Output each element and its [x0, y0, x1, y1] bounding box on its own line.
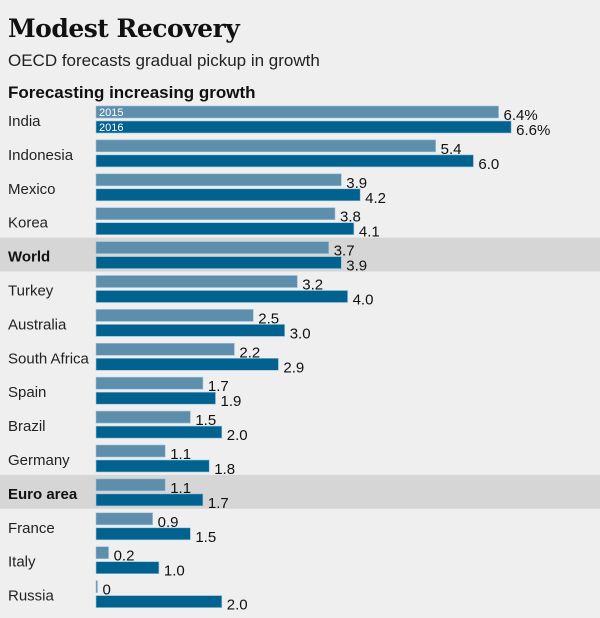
- bar-2016: [95, 459, 210, 473]
- chart-subtitle: OECD forecasts gradual pickup in growth: [8, 51, 320, 70]
- category-label: Euro area: [8, 486, 78, 503]
- bar-2016: [95, 222, 355, 235]
- bar-2016: [95, 120, 512, 134]
- bar-2016: [95, 290, 348, 303]
- bar-2015: [95, 342, 235, 356]
- value-label-2015: 1.1: [170, 480, 191, 497]
- bar-2015: [95, 444, 166, 458]
- bar-2016: [95, 324, 285, 337]
- bar-2016: [95, 154, 474, 168]
- bar-2015: [95, 207, 336, 220]
- bar-2016: [95, 595, 223, 608]
- bar-2015: [95, 478, 166, 492]
- bar-2015: [95, 241, 330, 254]
- value-label-2016: 4.2: [365, 190, 386, 207]
- value-label-2015: 3.9: [346, 175, 367, 192]
- value-label-2016: 3.9: [346, 258, 367, 275]
- value-label-2015: 2.2: [239, 344, 260, 361]
- section-heading: Forecasting increasing growth: [8, 83, 256, 102]
- value-label-2015: 3.8: [340, 209, 361, 226]
- bar-2016: [95, 391, 216, 405]
- value-label-2015: 0.2: [114, 548, 135, 565]
- value-label-2016: 1.9: [221, 393, 242, 410]
- bar-2015: [95, 275, 298, 288]
- bar-2016: [95, 357, 279, 371]
- category-label: World: [8, 249, 50, 266]
- chart-title: Modest Recovery: [8, 14, 240, 43]
- value-label-2016: 1.0: [164, 563, 185, 580]
- value-label-2015: 6.4%: [504, 107, 538, 124]
- bar-2015: [95, 139, 436, 153]
- value-label-2015: 1.7: [208, 378, 229, 395]
- category-label: Spain: [8, 384, 46, 401]
- category-label: Brazil: [8, 418, 46, 435]
- value-label-2015: 2.5: [258, 310, 279, 327]
- value-label-2016: 2.9: [283, 359, 304, 376]
- category-label: France: [8, 520, 55, 537]
- bar-2015: [95, 546, 109, 560]
- value-label-2015: 0: [103, 582, 111, 599]
- value-label-2016: 6.0: [478, 156, 499, 173]
- bar-2016: [95, 561, 160, 575]
- value-label-2016: 3.0: [290, 325, 311, 342]
- bar-2015: [95, 376, 204, 390]
- category-label: Australia: [8, 316, 67, 333]
- value-label-2015: 3.7: [334, 243, 355, 260]
- category-label: India: [8, 113, 41, 130]
- bar-2015: [95, 512, 153, 526]
- value-label-2015: 5.4: [441, 141, 462, 158]
- bar-2016: [95, 493, 204, 507]
- value-label-2015: 3.2: [302, 277, 323, 294]
- bar-2015: [95, 309, 254, 322]
- value-label-2016: 1.7: [208, 495, 229, 512]
- category-label: Germany: [8, 452, 70, 469]
- value-label-2016: 2.0: [227, 597, 248, 614]
- value-label-2016: 4.0: [353, 292, 374, 309]
- category-label: Russia: [8, 588, 55, 605]
- value-label-2016: 1.5: [195, 529, 216, 546]
- value-label-2016: 2.0: [227, 427, 248, 444]
- value-label-2016: 4.1: [359, 224, 380, 241]
- highlight-band: [0, 474, 600, 509]
- value-label-2015: 0.9: [158, 514, 179, 531]
- bar-2015: [95, 105, 499, 119]
- bar-2016: [95, 256, 342, 269]
- legend-label-2015: 2015: [99, 107, 123, 119]
- bar-2016: [95, 425, 223, 439]
- bar-2015: [95, 173, 342, 187]
- bar-2015: [95, 580, 98, 593]
- value-label-2015: 1.1: [170, 446, 191, 463]
- category-label: Indonesia: [8, 147, 74, 164]
- category-label: Italy: [8, 554, 36, 571]
- value-label-2015: 1.5: [195, 412, 216, 429]
- bar-2016: [95, 527, 191, 541]
- value-label-2016: 1.8: [214, 461, 235, 478]
- legend-label-2016: 2016: [99, 122, 123, 134]
- category-label: Korea: [8, 215, 49, 232]
- category-label: Mexico: [8, 181, 56, 198]
- category-label: South Africa: [8, 350, 90, 367]
- bar-2015: [95, 410, 191, 424]
- category-label: Turkey: [8, 283, 54, 300]
- bar-2016: [95, 188, 361, 202]
- value-label-2016: 6.6%: [516, 122, 550, 139]
